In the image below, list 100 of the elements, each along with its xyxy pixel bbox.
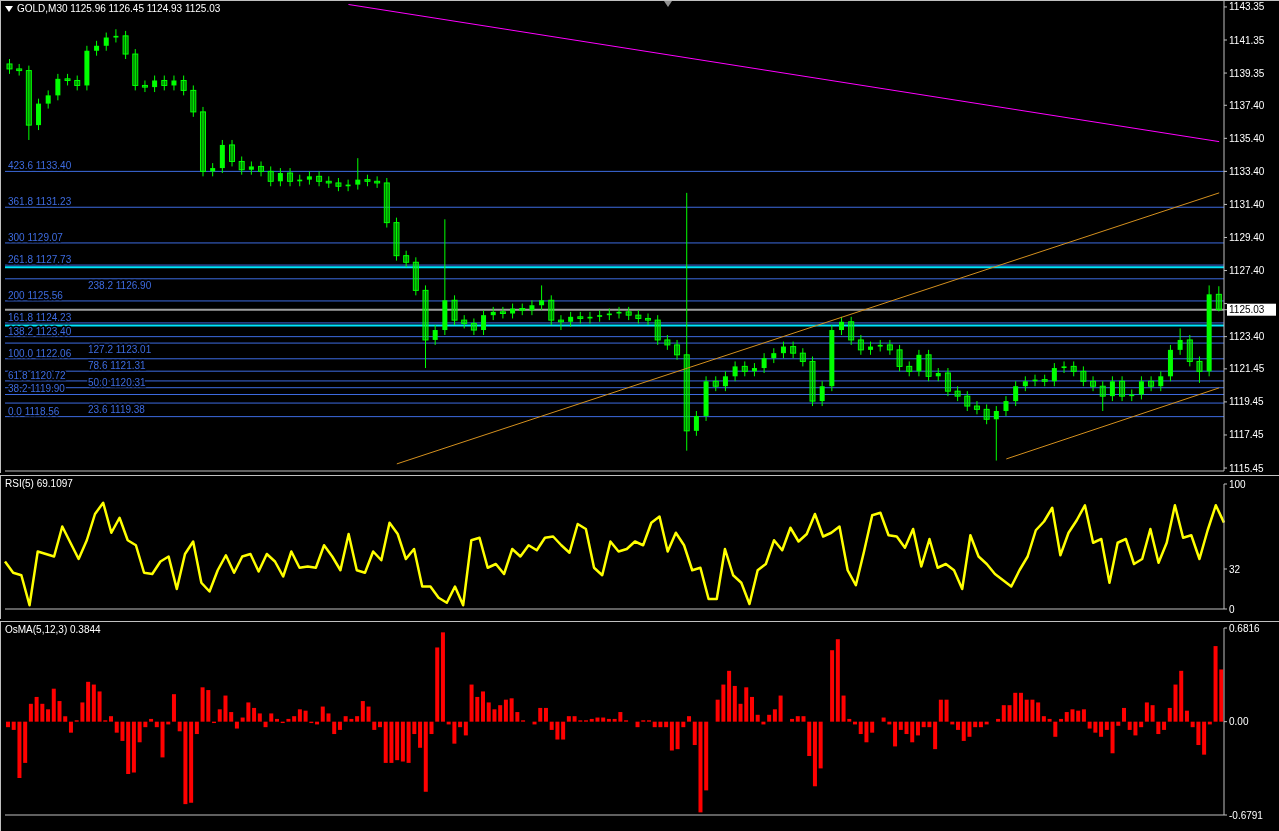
bar — [440, 632, 445, 722]
bar — [1053, 721, 1058, 737]
bar — [355, 716, 360, 722]
bar — [687, 716, 692, 722]
bar — [429, 721, 434, 735]
candlestick — [141, 79, 148, 93]
candlestick — [219, 139, 225, 174]
bar — [1139, 721, 1144, 728]
bar — [263, 721, 268, 728]
bar — [938, 699, 943, 722]
bar — [481, 691, 486, 722]
candlestick — [132, 48, 139, 91]
candlestick — [712, 375, 719, 392]
candlestick — [1158, 370, 1164, 392]
candlestick — [180, 75, 187, 96]
bar — [1059, 718, 1064, 722]
bar — [332, 721, 337, 735]
bar — [732, 685, 737, 722]
bar — [790, 718, 795, 722]
bar — [131, 721, 136, 773]
bar — [395, 721, 400, 761]
candlestick — [277, 167, 283, 187]
candlestick — [1041, 374, 1048, 387]
bar — [360, 701, 365, 722]
candlestick — [819, 380, 825, 407]
y-tick-label: 0.00 — [1229, 716, 1249, 728]
candlestick — [761, 352, 767, 374]
candlestick — [693, 410, 699, 437]
bar — [1202, 721, 1207, 755]
bar — [51, 688, 56, 722]
candlestick — [857, 334, 864, 356]
bar — [6, 721, 10, 728]
candlestick — [539, 284, 545, 311]
bar — [274, 718, 279, 722]
candlestick — [654, 314, 661, 346]
y-tick-label: 1135.40 — [1229, 132, 1265, 144]
candlestick — [548, 294, 555, 326]
candlestick — [45, 89, 51, 110]
candlestick — [1109, 375, 1115, 402]
bar — [28, 703, 33, 722]
candlestick — [64, 73, 71, 86]
ref-line-label: 61.8 1120.72 — [8, 369, 67, 381]
ref-line-label: 78.6 1121.31 — [88, 360, 147, 372]
bar — [749, 696, 754, 722]
ref-line-label: 423.6 1133.40 — [8, 160, 72, 172]
bar — [503, 699, 508, 722]
bar — [91, 684, 96, 722]
candlestick — [964, 390, 971, 412]
bar — [297, 709, 302, 722]
bar — [893, 721, 898, 747]
bar — [704, 721, 709, 791]
bar — [543, 707, 548, 722]
ref-line-label: 200 1125.56 — [8, 289, 64, 301]
y-tick-label: 1115.45 — [1229, 462, 1265, 474]
bar — [1150, 705, 1155, 722]
ref-line-label: 361.8 1131.23 — [8, 196, 72, 208]
candlestick — [732, 360, 738, 382]
bar — [194, 721, 199, 735]
bar — [1047, 718, 1052, 722]
ref-line-label: 161.8 1124.23 — [8, 311, 72, 323]
candlestick — [325, 175, 332, 189]
candlestick — [199, 106, 206, 177]
candlestick — [25, 65, 32, 141]
bar — [778, 695, 783, 722]
candlestick — [190, 84, 197, 118]
candlestick — [896, 344, 903, 372]
bar — [498, 705, 503, 722]
candlestick — [1070, 360, 1077, 377]
candlestick — [383, 177, 390, 229]
candlestick — [1080, 365, 1087, 387]
bar — [898, 721, 903, 730]
bar — [669, 721, 674, 751]
y-tick-label: 1123.40 — [1229, 331, 1265, 343]
candlestick — [1177, 327, 1183, 356]
y-tick-label: 100 — [1229, 478, 1247, 490]
bar — [1184, 710, 1189, 722]
candlestick — [519, 303, 526, 316]
candlestick — [16, 63, 23, 77]
candlestick — [374, 175, 381, 189]
ref-line-label: 100.0 1122.06 — [8, 347, 72, 359]
candlestick — [664, 334, 671, 351]
y-tick-label: 1125.03 — [1229, 304, 1265, 316]
candlestick — [983, 403, 990, 425]
bar — [423, 721, 428, 792]
chart-title: RSI(5) 69.1097 — [5, 478, 73, 490]
bar — [149, 718, 154, 722]
bar — [400, 721, 405, 762]
candlestick — [1099, 380, 1106, 412]
bar — [1179, 670, 1184, 722]
y-tick-label: 1137.40 — [1229, 99, 1265, 111]
bar — [292, 716, 297, 722]
candlestick — [973, 400, 980, 415]
candlestick — [916, 349, 922, 377]
candlestick — [1090, 375, 1097, 392]
candlestick — [1196, 355, 1203, 384]
bar — [1162, 721, 1167, 730]
bar — [767, 714, 772, 722]
bar — [933, 721, 938, 750]
candlestick — [161, 75, 168, 91]
bar — [234, 721, 239, 729]
